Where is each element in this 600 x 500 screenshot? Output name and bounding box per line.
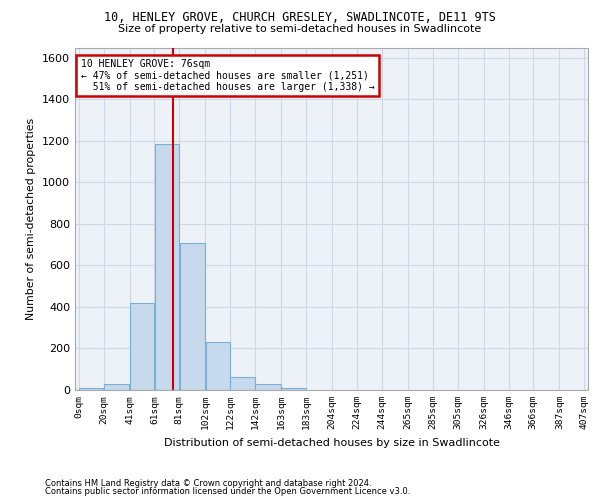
Bar <box>255 384 281 390</box>
Bar <box>104 384 130 390</box>
Text: 10, HENLEY GROVE, CHURCH GRESLEY, SWADLINCOTE, DE11 9TS: 10, HENLEY GROVE, CHURCH GRESLEY, SWADLI… <box>104 11 496 24</box>
Bar <box>281 388 306 390</box>
X-axis label: Distribution of semi-detached houses by size in Swadlincote: Distribution of semi-detached houses by … <box>163 438 499 448</box>
Text: Contains public sector information licensed under the Open Government Licence v3: Contains public sector information licen… <box>45 487 410 496</box>
Bar <box>130 303 154 390</box>
Y-axis label: Number of semi-detached properties: Number of semi-detached properties <box>26 118 37 320</box>
Bar <box>155 144 179 390</box>
Bar <box>230 376 255 390</box>
Bar <box>206 342 230 390</box>
Text: Size of property relative to semi-detached houses in Swadlincote: Size of property relative to semi-detach… <box>118 24 482 34</box>
Text: 10 HENLEY GROVE: 76sqm
← 47% of semi-detached houses are smaller (1,251)
  51% o: 10 HENLEY GROVE: 76sqm ← 47% of semi-det… <box>80 59 374 92</box>
Bar <box>179 242 205 390</box>
Bar <box>79 388 103 390</box>
Text: Contains HM Land Registry data © Crown copyright and database right 2024.: Contains HM Land Registry data © Crown c… <box>45 478 371 488</box>
